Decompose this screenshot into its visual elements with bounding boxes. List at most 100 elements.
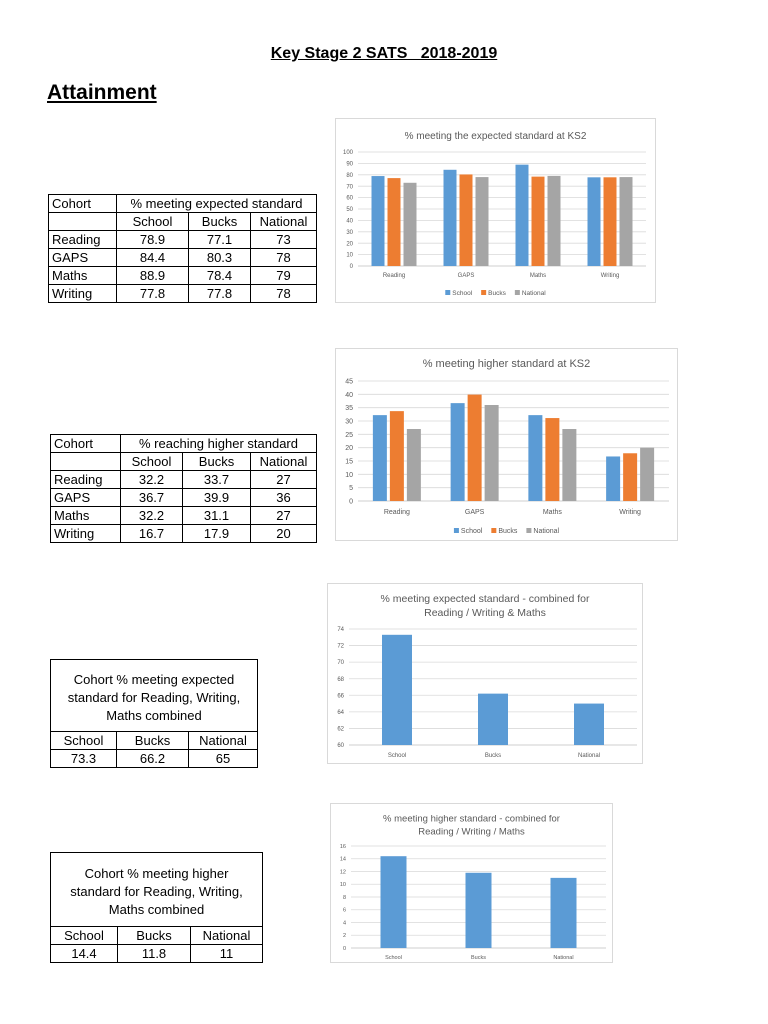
category-label: Bucks — [471, 955, 486, 961]
y-tick-label: 25 — [345, 432, 353, 439]
row-label: Maths — [50, 506, 121, 525]
bar-gaps-national — [475, 177, 489, 266]
y-tick-label: 20 — [346, 241, 353, 247]
legend-swatch-school — [453, 528, 459, 533]
bar-reading-national — [403, 182, 417, 266]
y-tick-label: 20 — [345, 445, 353, 452]
row-label: Writing — [48, 284, 117, 303]
combined-higher-table: Cohort % meeting higher standard for Rea… — [50, 852, 263, 963]
table-subheader-row: School Bucks National — [50, 926, 263, 945]
category-label: Maths — [543, 509, 563, 516]
y-tick-label: 66 — [337, 693, 344, 699]
cell-value: 66.2 — [116, 749, 189, 768]
legend-swatch-school — [445, 290, 451, 295]
y-tick-label: 8 — [343, 895, 346, 901]
cell-value: 32.2 — [120, 506, 183, 525]
chart-legend: School Bucks National — [453, 528, 560, 535]
cell-value: 27 — [249, 506, 318, 525]
y-tick-label: 50 — [346, 207, 353, 213]
caption-line: standard for Reading, Writing, — [70, 883, 243, 899]
combined-expected-chart: % meeting expected standard - combined f… — [327, 583, 643, 764]
column-header-bucks: Bucks — [188, 212, 251, 231]
cell-value: 80.3 — [188, 248, 251, 267]
bar-writing-school — [606, 456, 621, 501]
legend-label-national: National — [533, 528, 559, 535]
category-label: National — [578, 753, 600, 759]
column-header-national: National — [188, 731, 258, 750]
column-header-bucks: Bucks — [117, 926, 191, 945]
table-row: Reading 78.9 77.1 73 — [48, 230, 318, 249]
bar-maths-national — [547, 175, 561, 266]
cell-value: 78.4 — [188, 266, 251, 285]
legend-label-school: School — [461, 528, 483, 535]
y-tick-label: 90 — [346, 162, 353, 168]
table-row: Reading 32.2 33.7 27 — [50, 470, 318, 489]
y-tick-label: 30 — [345, 418, 353, 425]
cell-value: 36.7 — [120, 488, 183, 507]
bar-writing-national — [640, 447, 655, 501]
y-tick-label: 0 — [349, 498, 353, 505]
bar-reading-bucks — [389, 411, 404, 501]
chart-svg: % meeting higher standard - combined for… — [340, 814, 606, 961]
legend-label-bucks: Bucks — [498, 528, 518, 535]
column-header-school: School — [116, 212, 189, 231]
table-row: GAPS 36.7 39.9 36 — [50, 488, 318, 507]
cell-value: 79 — [249, 266, 318, 285]
y-tick-label: 5 — [349, 485, 353, 492]
cell-value: 32.2 — [120, 470, 183, 489]
category-label: Maths — [530, 273, 546, 279]
cell-value: 77.8 — [116, 284, 189, 303]
column-header-national: National — [249, 452, 318, 471]
bar-gaps-bucks — [467, 394, 482, 501]
column-header-bucks: Bucks — [116, 731, 189, 750]
chart-title: % meeting higher standard - combined for — [383, 814, 560, 825]
bar-bucks — [465, 872, 492, 948]
y-tick-label: 4 — [343, 920, 346, 926]
combined-higher-chart: % meeting higher standard - combined for… — [330, 803, 613, 963]
category-label: GAPS — [458, 273, 475, 279]
y-tick-label: 60 — [346, 196, 353, 202]
column-header-national: National — [249, 212, 318, 231]
column-header-school: School — [50, 731, 117, 750]
caption-line: Cohort % meeting expected — [73, 671, 235, 687]
cell-value: 33.7 — [182, 470, 251, 489]
table-caption: Cohort % meeting expected standard for R… — [50, 659, 258, 732]
y-tick-label: 35 — [345, 405, 353, 412]
legend-swatch-national — [514, 290, 520, 295]
cell-value: 65 — [188, 749, 258, 768]
category-label: Bucks — [485, 753, 501, 759]
bar-writing-national — [619, 177, 633, 266]
cell-value: 77.8 — [188, 284, 251, 303]
row-label: Maths — [48, 266, 117, 285]
chart-svg: % meeting expected standard - combined f… — [337, 593, 637, 759]
bar-reading-school — [372, 415, 387, 501]
cell-value: 78 — [249, 248, 318, 267]
y-tick-label: 10 — [345, 472, 353, 479]
bar-reading-school — [371, 176, 385, 266]
table-subheader-row: School Bucks National — [50, 731, 258, 750]
y-tick-label: 40 — [346, 219, 353, 225]
y-tick-label: 0 — [350, 264, 354, 270]
higher-standard-table: Cohort % reaching higher standard School… — [50, 434, 318, 543]
cell-value: 14.4 — [50, 944, 118, 963]
category-label: National — [553, 955, 573, 961]
cell-value: 39.9 — [182, 488, 251, 507]
y-tick-label: 100 — [343, 150, 354, 156]
y-tick-label: 68 — [337, 677, 344, 683]
chart-title: Reading / Writing / Maths — [418, 827, 525, 838]
bar-maths-school — [515, 164, 529, 266]
expected-standard-chart: % meeting the expected standard at KS2 0 1… — [335, 118, 656, 303]
column-header-national: National — [190, 926, 263, 945]
bar-national — [550, 877, 577, 948]
y-tick-label: 14 — [340, 857, 346, 863]
table-row: Writing 77.8 77.8 78 — [48, 284, 318, 303]
y-tick-label: 10 — [346, 253, 353, 259]
cell-value: 78 — [249, 284, 318, 303]
legend-swatch-bucks — [481, 290, 487, 295]
legend-label-national: National — [522, 290, 546, 297]
combined-expected-table: Cohort % meeting expected standard for R… — [50, 659, 258, 768]
legend-swatch-national — [526, 528, 532, 533]
category-label: Writing — [619, 509, 641, 516]
y-tick-label: 30 — [346, 230, 353, 236]
chart-title: Reading / Writing & Maths — [424, 607, 546, 619]
